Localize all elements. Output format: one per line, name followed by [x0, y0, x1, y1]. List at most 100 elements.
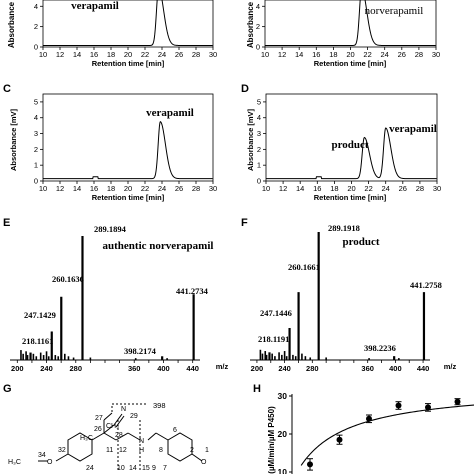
y-tick-label: 3	[34, 129, 38, 138]
x-tick-label: 26	[175, 50, 183, 59]
panel-b-xlabel: Retention time [min]	[314, 59, 387, 68]
y-tick-label: 5	[34, 97, 38, 106]
x-tick-label: 26	[175, 184, 183, 193]
atom-label-h: H	[139, 447, 144, 454]
panel-h-ylabel: (µM/min/µM P450)	[267, 406, 276, 474]
x-tick-label: 400	[157, 364, 170, 373]
panel-c-ylabel: Absorbance [mV]	[9, 108, 18, 171]
ring-to-quaternary	[91, 432, 105, 441]
x-tick-label: 10	[39, 184, 47, 193]
right-aromatic-ring	[167, 432, 193, 462]
svg-text:Absorbance [mV]: Absorbance [mV]	[246, 108, 255, 171]
svg-text:Absorbance: Absorbance	[7, 1, 16, 48]
atom-label-n29: N	[121, 406, 126, 413]
x-tick-label: 200	[11, 364, 24, 373]
x-tick-label: 30	[432, 50, 440, 59]
x-tick-label: 16	[313, 184, 321, 193]
ms-peak-label: 260.1661	[288, 262, 320, 272]
atom-label-h3c-left: H₃C	[8, 459, 21, 466]
chain-bond-3	[127, 432, 141, 441]
x-tick-label: 28	[415, 50, 423, 59]
x-tick-label: 280	[70, 364, 83, 373]
panel-f-label: F	[241, 217, 248, 229]
x-tick-label: 22	[141, 184, 149, 193]
ms-peak-label: 247.1446	[260, 308, 292, 318]
y-tick-label: 2	[256, 22, 260, 31]
panel-a-peak-label: verapamil	[71, 0, 119, 12]
x-tick-label: 20	[124, 50, 132, 59]
x-tick-label: 14	[73, 184, 81, 193]
atom-label-6: 6	[173, 427, 177, 434]
svg-text:Absorbance [mV]: Absorbance [mV]	[9, 108, 18, 171]
panel-c-xlabel: Retention time [min]	[92, 193, 165, 202]
x-tick-label: 20	[346, 50, 354, 59]
panel-d-peak-label-product: product	[331, 139, 368, 151]
plot-frame	[42, 0, 214, 48]
y-tick-label: 0	[256, 43, 260, 52]
fit-curve	[300, 404, 474, 466]
x-tick-label: 12	[56, 184, 64, 193]
isopropyl-bond-2	[103, 412, 113, 421]
x-tick-label: 28	[416, 184, 424, 193]
x-tick-label: 14	[295, 50, 303, 59]
y-tick-label: 0	[34, 177, 38, 186]
atom-label-27: 27	[95, 415, 103, 422]
x-tick-label: 26	[399, 184, 407, 193]
chromatogram-trace	[43, 120, 213, 180]
ms-peak-label: 289.1894	[94, 224, 127, 234]
panel-a-xlabel: Retention time [min]	[92, 59, 165, 68]
y-tick-label: 4	[257, 113, 261, 122]
atom-label-n: N	[139, 438, 144, 445]
atom-label-7: 7	[163, 465, 167, 472]
panel-e-label: E	[3, 217, 10, 229]
x-tick-label: 14	[296, 184, 304, 193]
ms-peak-label: 218.1191	[258, 334, 289, 344]
x-tick-label: 22	[364, 184, 372, 193]
y-tick-label: 3	[257, 129, 261, 138]
data-point	[395, 402, 402, 409]
atom-label-1: 1	[205, 447, 209, 454]
chain-bond-2	[115, 432, 129, 441]
y-tick-label: 1	[34, 161, 38, 170]
data-point	[307, 461, 313, 468]
x-tick-label: 24	[158, 50, 166, 59]
panel-d-ylabel: Absorbance [mV]	[246, 108, 255, 171]
panel-c-label: C	[3, 83, 11, 95]
methoxy-bond-right	[191, 453, 203, 462]
atom-label-o-left: O	[47, 459, 53, 466]
structure-atom-labels: 34 32 H₃C O 27 CH₃ 26 H₃C 28 29 N N H 15…	[8, 401, 209, 472]
x-axis-label: m/z	[216, 362, 229, 371]
x-tick-label: 18	[107, 184, 115, 193]
atom-label-ch3: CH₃	[106, 423, 119, 430]
x-tick-label: 440	[186, 364, 199, 373]
y-tick-label: 10	[278, 467, 288, 474]
atom-label-24: 24	[86, 465, 94, 472]
atom-label-11: 11	[106, 447, 113, 454]
x-tick-label: 20	[347, 184, 355, 193]
chain-bond-4	[147, 432, 157, 441]
panel-d: D Absorbance [mV] 10 12 14 16 18 20 22 24 26 28 30…	[241, 83, 441, 202]
panel-d-peak-label-verapamil: verapamil	[389, 123, 437, 135]
ms-peak-label: 398.2236	[364, 343, 396, 353]
atom-label-34: 34	[38, 452, 46, 459]
atom-label-10: 10	[117, 465, 125, 472]
atom-label-15: 15	[142, 465, 150, 472]
panel-e-title: authentic norverapamil	[103, 240, 214, 252]
ms-peak-label: 398.2174	[124, 346, 157, 356]
y-tick-label: 2	[34, 145, 38, 154]
nitrile-bond-2	[113, 413, 123, 426]
panel-g: G 34 32 H₃C O 27	[3, 383, 209, 472]
y-tick-label: 20	[278, 429, 288, 439]
fragment-398-bracket	[111, 403, 148, 412]
nitrile-bond-1	[103, 424, 115, 434]
svg-text:Absorbance: Absorbance	[246, 1, 255, 48]
x-tick-label: 20	[124, 184, 132, 193]
x-tick-label: 12	[278, 50, 286, 59]
x-tick-label: 28	[192, 50, 200, 59]
panel-c: C Absorbance [mV] 10 12 14 16 18 20 22 24 26 28 30…	[3, 83, 217, 202]
